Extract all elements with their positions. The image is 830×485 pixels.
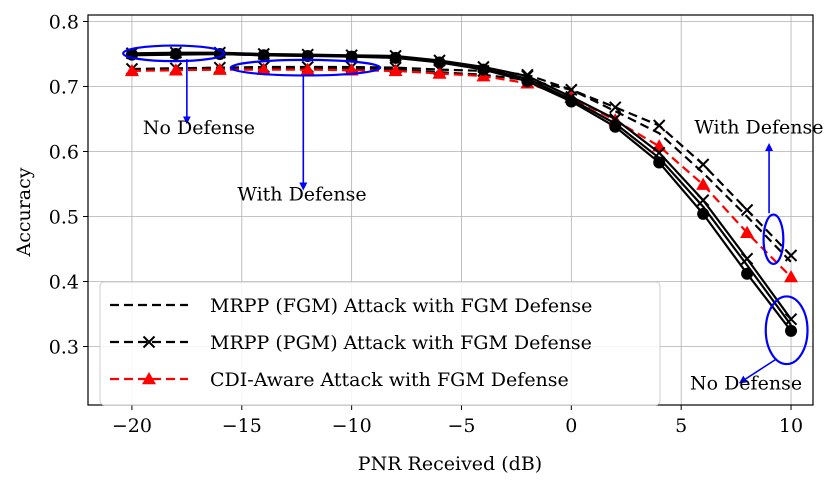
marker-triangle	[212, 62, 227, 75]
marker-x	[784, 249, 798, 262]
series-line	[131, 52, 792, 332]
annotation-text: With Defense	[694, 116, 823, 138]
series-0	[131, 67, 792, 263]
marker-circle	[565, 95, 578, 108]
x-tick-label: 5	[675, 415, 687, 437]
x-tick-label: −10	[332, 415, 372, 437]
series-5	[125, 48, 798, 337]
x-tick-label: −20	[112, 415, 152, 437]
marker-triangle	[300, 62, 315, 75]
highlight-ellipse	[762, 213, 785, 266]
y-axis-label: Accuracy	[13, 167, 35, 257]
marker-circle	[257, 49, 270, 62]
annotation-text: No Defense	[690, 372, 802, 394]
marker-x	[142, 335, 156, 349]
annotation-arrow	[738, 358, 777, 384]
highlight-ellipse	[764, 295, 809, 366]
legend-label: MRPP (FGM) Attack with FGM Defense	[210, 295, 592, 317]
marker-circle	[785, 324, 798, 337]
x-tick-label: −15	[222, 415, 262, 437]
marker-circle	[741, 267, 754, 280]
marker-triangle	[388, 63, 403, 77]
marker-triangle	[740, 225, 755, 238]
marker-triangle	[256, 62, 271, 75]
marker-circle	[477, 63, 490, 76]
marker-circle	[389, 51, 402, 64]
legend: MRPP (FGM) Attack with FGM Defense MRPP (…	[99, 281, 661, 406]
marker-circle	[433, 56, 446, 69]
marker-x	[696, 194, 710, 207]
marker-x	[740, 252, 754, 265]
marker-triangle	[124, 63, 139, 77]
y-tick-label: 0.5	[49, 207, 79, 229]
x-tick-label: −5	[447, 415, 475, 437]
x-axis-label: PNR Received (dB)	[358, 453, 542, 475]
annotations-layer: No Defense With Defense With Defense No Def…	[122, 44, 824, 394]
series-line	[131, 51, 792, 320]
marker-triangle	[696, 177, 711, 190]
marker-x	[653, 146, 666, 160]
marker-circle	[653, 156, 666, 169]
marker-circle	[521, 75, 534, 88]
legend-entry: MRPP (FGM) Attack with FGM Defense	[110, 295, 592, 317]
marker-triangle	[168, 63, 183, 76]
x-tick-label: 10	[779, 415, 803, 437]
marker-circle	[345, 50, 358, 63]
legend-box	[99, 281, 661, 406]
y-tick-label: 0.7	[49, 77, 79, 99]
series-line	[131, 68, 792, 278]
marker-x	[740, 203, 754, 217]
y-tick-label: 0.8	[49, 12, 79, 34]
marker-x	[609, 101, 622, 114]
marker-triangle	[142, 372, 156, 385]
y-tick-label: 0.6	[49, 142, 79, 164]
marker-triangle	[432, 66, 447, 79]
marker-x	[696, 158, 710, 171]
series-line	[131, 65, 792, 257]
marker-x	[653, 119, 666, 132]
legend-entry: CDI-Aware Attack with FGM Defense	[110, 369, 569, 391]
y-tick-label: 0.3	[49, 337, 79, 359]
y-tick-label: 0.4	[49, 272, 79, 294]
series-line	[131, 67, 792, 263]
legend-entry: MRPP (PGM) Attack with FGM Defense	[110, 332, 592, 354]
annotation-text: No Defense	[143, 117, 255, 139]
x-tick-label: 0	[565, 415, 577, 437]
axis-ticks: −20 −15 −10 −5 0 5 10 0.3 0.4 0.5 0.6 0.7 0.8	[49, 12, 803, 438]
marker-triangle	[784, 269, 799, 283]
annotation-text: With Defense	[237, 183, 366, 205]
highlight-ellipse	[122, 44, 226, 63]
marker-circle	[169, 48, 182, 60]
marker-circle	[697, 207, 710, 220]
marker-x	[784, 312, 798, 326]
highlight-ellipse	[229, 58, 382, 77]
legend-label: CDI-Aware Attack with FGM Defense	[210, 369, 569, 391]
series-layer	[124, 46, 799, 337]
legend-label: MRPP (PGM) Attack with FGM Defense	[210, 332, 592, 354]
marker-circle	[609, 120, 622, 133]
